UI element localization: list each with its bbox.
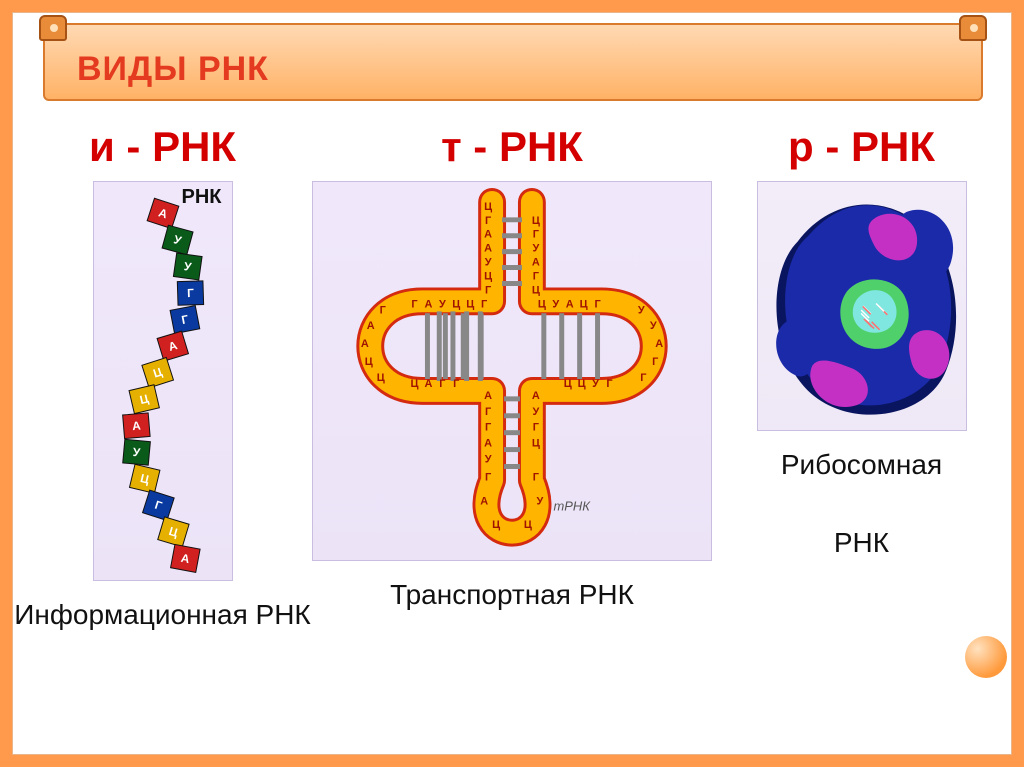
svg-text:У: У — [638, 304, 645, 316]
page-title: ВИДЫ РНК — [77, 50, 269, 89]
svg-text:У: У — [592, 378, 599, 390]
svg-text:Г: Г — [485, 471, 491, 483]
svg-text:У: У — [485, 454, 492, 466]
svg-text:А: А — [566, 298, 574, 310]
decorative-sphere-icon — [965, 636, 1007, 678]
col-mrna: и - РНК РНК АУУГГАЦЦАУЦГЦА Информационна… — [13, 123, 312, 713]
rrna-caption-line2: РНК — [834, 527, 889, 558]
col-trna: т - РНК ЦГААУЦГЦГАУГЦГЦЦУАГЦУАЦГГААЦЦЦАГ… — [312, 123, 712, 713]
svg-text:Г: Г — [652, 356, 658, 368]
trna-label: т - РНК — [441, 123, 583, 171]
rrna-caption: Рибосомная РНК — [781, 445, 942, 563]
svg-text:У: У — [552, 298, 559, 310]
svg-text:У: У — [532, 243, 539, 255]
svg-text:Ц: Ц — [411, 378, 419, 390]
svg-text:А: А — [532, 390, 540, 402]
svg-text:Ц: Ц — [578, 378, 586, 390]
svg-text:тРНК: тРНК — [554, 498, 592, 513]
svg-text:Г: Г — [533, 229, 539, 241]
svg-text:А: А — [532, 257, 540, 269]
mrna-caption: Информационная РНК — [14, 595, 311, 634]
svg-text:Г: Г — [606, 378, 612, 390]
svg-text:Г: Г — [485, 215, 491, 227]
svg-text:Ц: Ц — [580, 298, 588, 310]
svg-text:Ц: Ц — [538, 298, 546, 310]
rrna-diagram — [758, 182, 966, 430]
svg-text:А: А — [655, 338, 663, 350]
mrna-panel: РНК АУУГГАЦЦАУЦГЦА — [93, 181, 233, 581]
trna-panel: ЦГААУЦГЦГАУГЦГЦЦУАГЦУАЦГГААЦЦЦАГГУУАГГГУ… — [312, 181, 712, 561]
trna-diagram: ЦГААУЦГЦГАУГЦГЦЦУАГЦУАЦГГААЦЦЦАГГУУАГГГУ… — [313, 182, 711, 560]
svg-text:Г: Г — [533, 422, 539, 434]
svg-text:Ц: Ц — [484, 201, 492, 213]
svg-text:Г: Г — [481, 298, 487, 310]
svg-text:Ц: Ц — [532, 284, 540, 296]
svg-text:Г: Г — [186, 286, 193, 300]
svg-text:Ц: Ц — [532, 438, 540, 450]
svg-text:А: А — [484, 229, 492, 241]
svg-text:Г: Г — [533, 471, 539, 483]
svg-text:А: А — [424, 298, 432, 310]
columns: и - РНК РНК АУУГГАЦЦАУЦГЦА Информационна… — [13, 123, 1011, 713]
svg-text:Г: Г — [411, 298, 417, 310]
svg-text:Г: Г — [380, 304, 386, 316]
svg-text:Ц: Ц — [452, 298, 460, 310]
mrna-diagram: АУУГГАЦЦАУЦГЦА — [94, 182, 232, 580]
svg-text:У: У — [485, 257, 492, 269]
svg-text:Ц: Ц — [484, 270, 492, 282]
svg-text:Ц: Ц — [377, 372, 385, 384]
svg-text:А: А — [424, 378, 432, 390]
svg-text:А: А — [484, 243, 492, 255]
svg-text:Ц: Ц — [564, 378, 572, 390]
svg-text:А: А — [484, 390, 492, 402]
mrna-label: и - РНК — [89, 123, 236, 171]
rrna-panel — [757, 181, 967, 431]
svg-text:Г: Г — [439, 378, 445, 390]
svg-text:Г: Г — [485, 422, 491, 434]
svg-text:Г: Г — [453, 378, 459, 390]
svg-text:Г: Г — [485, 284, 491, 296]
svg-text:Ц: Ц — [532, 215, 540, 227]
svg-text:У: У — [650, 320, 657, 332]
rrna-caption-line1: Рибосомная — [781, 449, 942, 480]
scroll-ornament-left — [39, 15, 67, 41]
trna-caption: Транспортная РНК — [390, 575, 634, 614]
rrna-label: р - РНК — [788, 123, 935, 171]
svg-text:А: А — [480, 495, 488, 507]
svg-text:У: У — [439, 298, 446, 310]
svg-text:А: А — [361, 338, 369, 350]
title-banner: ВИДЫ РНК — [43, 23, 983, 101]
svg-text:Ц: Ц — [492, 519, 500, 531]
svg-text:У: У — [532, 406, 539, 418]
svg-text:Ц: Ц — [365, 356, 373, 368]
svg-text:У: У — [536, 495, 543, 507]
svg-text:А: А — [484, 438, 492, 450]
svg-text:Г: Г — [594, 298, 600, 310]
svg-text:Ц: Ц — [466, 298, 474, 310]
svg-text:Г: Г — [533, 270, 539, 282]
svg-text:А: А — [367, 320, 375, 332]
col-rrna: р - РНК Рибосомная РНК — [712, 123, 1011, 713]
svg-text:Ц: Ц — [524, 519, 532, 531]
svg-text:А: А — [131, 418, 141, 433]
scroll-ornament-right — [959, 15, 987, 41]
svg-text:Г: Г — [485, 406, 491, 418]
svg-text:Г: Г — [640, 372, 646, 384]
